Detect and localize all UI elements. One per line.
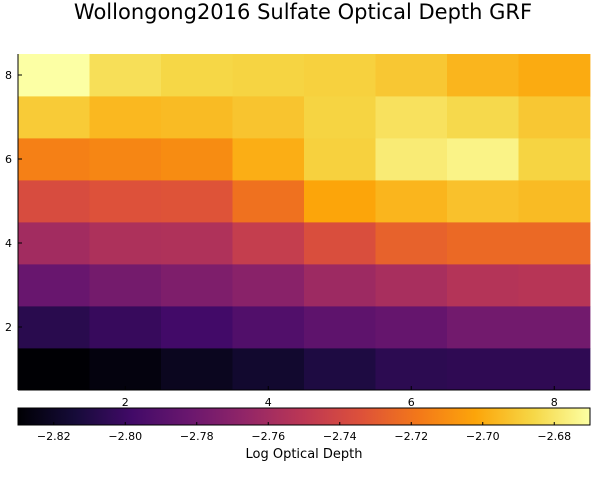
- y-tick-label: 8: [5, 69, 12, 82]
- heatmap-cell: [18, 222, 90, 265]
- heatmap-cell: [375, 138, 448, 181]
- x-tick-label: 4: [265, 396, 272, 409]
- colorbar-tick-label: −2.68: [537, 430, 571, 443]
- chart-title: Wollongong2016 Sulfate Optical Depth GRF: [74, 0, 532, 24]
- heatmap-cell: [304, 96, 376, 139]
- heatmap-cell: [89, 306, 162, 349]
- heatmap-cell: [232, 138, 305, 181]
- x-axis-ticks: 2 4 6 8: [122, 386, 558, 409]
- heatmap-cell: [18, 264, 90, 307]
- heatmap-cell: [375, 348, 448, 391]
- heatmap-cell: [89, 264, 162, 307]
- heatmap-cell: [232, 348, 305, 391]
- colorbar-tick-label: −2.72: [394, 430, 428, 443]
- heatmap-cell: [304, 180, 376, 223]
- heatmap-cell: [375, 264, 448, 307]
- colorbar: [17, 407, 591, 426]
- y-tick-label: 2: [5, 321, 12, 334]
- heatmap-cell: [18, 306, 90, 349]
- heatmap-cell: [161, 180, 233, 223]
- y-tick-label: 4: [5, 237, 12, 250]
- plot-axes: [17, 54, 590, 391]
- heatmap-cell: [304, 348, 376, 391]
- heatmap-cell: [518, 222, 591, 265]
- heatmap-cell: [447, 138, 519, 181]
- heatmap-cell: [518, 306, 591, 349]
- heatmap-cell: [518, 54, 591, 97]
- heatmap-cell: [89, 96, 162, 139]
- heatmap-cell: [232, 264, 305, 307]
- heatmap-cell: [518, 348, 591, 391]
- colorbar-tick-label: −2.80: [108, 430, 142, 443]
- heatmap-cell: [304, 54, 376, 97]
- heatmap-cell: [447, 222, 519, 265]
- heatmap-cell: [18, 96, 90, 139]
- heatmap-cell: [232, 222, 305, 265]
- heatmap-cells: [18, 54, 591, 391]
- heatmap-cell: [161, 138, 233, 181]
- x-tick-label: 8: [551, 396, 558, 409]
- heatmap-cell: [518, 264, 591, 307]
- heatmap-cell: [161, 96, 233, 139]
- heatmap-cell: [89, 138, 162, 181]
- heatmap-cell: [447, 96, 519, 139]
- colorbar-tick-label: −2.70: [466, 430, 500, 443]
- heatmap-cell: [518, 138, 591, 181]
- heatmap-cell: [89, 180, 162, 223]
- heatmap-cell: [18, 54, 90, 97]
- heatmap-cell: [161, 264, 233, 307]
- heatmap-cell: [18, 348, 90, 391]
- heatmap-cell: [89, 348, 162, 391]
- heatmap-cell: [447, 348, 519, 391]
- colorbar-label: Log Optical Depth: [246, 447, 363, 462]
- heatmap-cell: [161, 54, 233, 97]
- heatmap-cell: [18, 138, 90, 181]
- heatmap-cell: [232, 54, 305, 97]
- heatmap-cell: [304, 222, 376, 265]
- heatmap-cell: [518, 180, 591, 223]
- heatmap-cell: [304, 306, 376, 349]
- heatmap-cell: [89, 54, 162, 97]
- y-tick-label: 6: [5, 153, 12, 166]
- heatmap-cell: [161, 222, 233, 265]
- heatmap-cell: [447, 264, 519, 307]
- colorbar-tick-label: −2.78: [180, 430, 214, 443]
- colorbar-tick-label: −2.82: [37, 430, 71, 443]
- heatmap-cell: [447, 180, 519, 223]
- heatmap-cell: [375, 222, 448, 265]
- heatmap-cell: [232, 180, 305, 223]
- x-tick-label: 2: [122, 396, 129, 409]
- heatmap-cell: [447, 54, 519, 97]
- y-axis-ticks: 2 4 6 8: [5, 69, 22, 334]
- heatmap-cell: [18, 180, 90, 223]
- heatmap-cell: [161, 348, 233, 391]
- heatmap-cell: [232, 306, 305, 349]
- heatmap-cell: [375, 180, 448, 223]
- colorbar-tick-label: −2.74: [323, 430, 357, 443]
- heatmap-cell: [304, 264, 376, 307]
- heatmap-cell: [232, 96, 305, 139]
- heatmap-cell: [375, 306, 448, 349]
- x-tick-label: 6: [408, 396, 415, 409]
- colorbar-ticks: −2.82 −2.80 −2.78 −2.76 −2.74 −2.72 −2.70 −2.68: [37, 422, 571, 443]
- heatmap-cell: [447, 306, 519, 349]
- heatmap-cell: [161, 306, 233, 349]
- heatmap-cell: [304, 138, 376, 181]
- heatmap-cell: [375, 54, 448, 97]
- heatmap-cell: [375, 96, 448, 139]
- colorbar-tick-label: −2.76: [251, 430, 285, 443]
- heatmap-cell: [518, 96, 591, 139]
- heatmap-cell: [89, 222, 162, 265]
